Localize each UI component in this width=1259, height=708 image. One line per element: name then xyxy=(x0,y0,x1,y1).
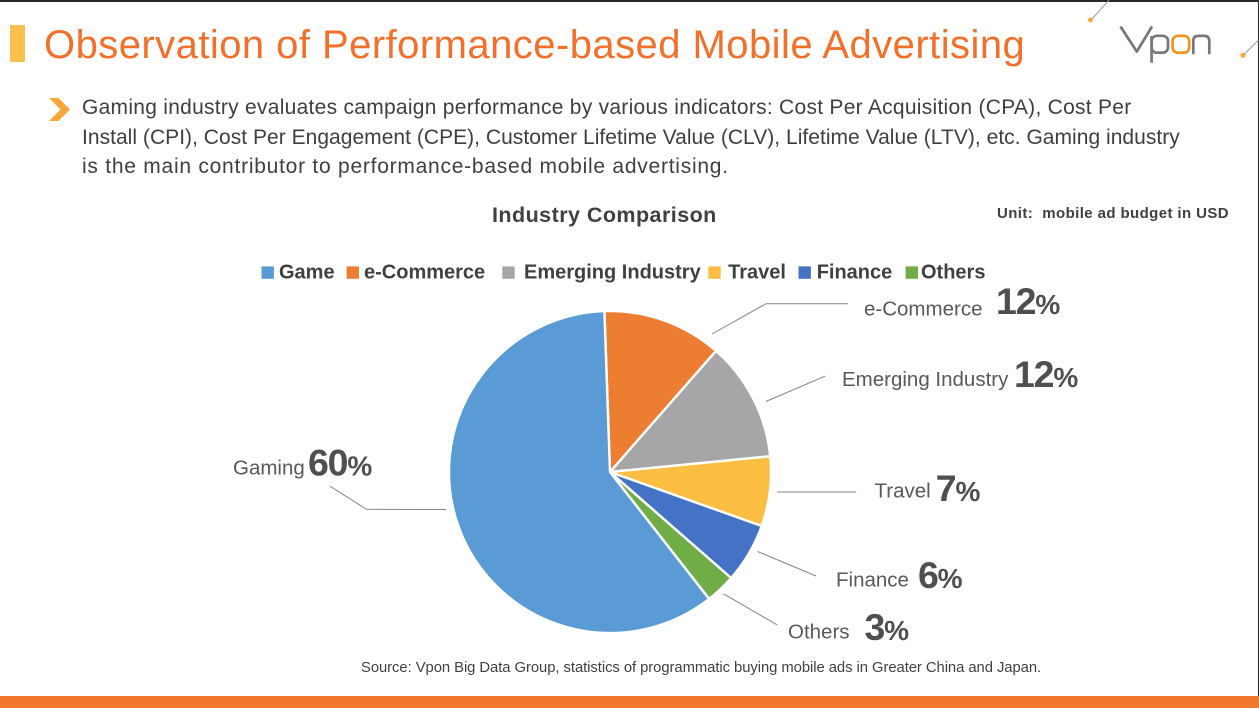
svg-text:Emerging Industry: Emerging Industry xyxy=(842,368,1009,391)
svg-text:12%: 12% xyxy=(1014,353,1078,395)
svg-text:7%: 7% xyxy=(936,467,981,509)
svg-text:Travel: Travel xyxy=(728,262,786,284)
svg-text:12%: 12% xyxy=(996,280,1060,322)
svg-text:60%: 60% xyxy=(308,442,372,484)
svg-text:Others: Others xyxy=(788,621,850,644)
svg-text:Finance: Finance xyxy=(836,569,909,592)
svg-text:Gaming: Gaming xyxy=(233,457,305,480)
svg-text:Game: Game xyxy=(279,262,335,284)
svg-text:e-Commerce: e-Commerce xyxy=(864,298,982,321)
svg-text:3%: 3% xyxy=(865,606,910,648)
svg-text:Others: Others xyxy=(921,262,985,284)
svg-text:6%: 6% xyxy=(918,554,963,596)
svg-text:Emerging Industry: Emerging Industry xyxy=(524,262,702,284)
svg-text:Finance: Finance xyxy=(817,262,893,284)
svg-text:e-Commerce: e-Commerce xyxy=(364,262,485,284)
svg-text:Travel: Travel xyxy=(875,480,931,503)
